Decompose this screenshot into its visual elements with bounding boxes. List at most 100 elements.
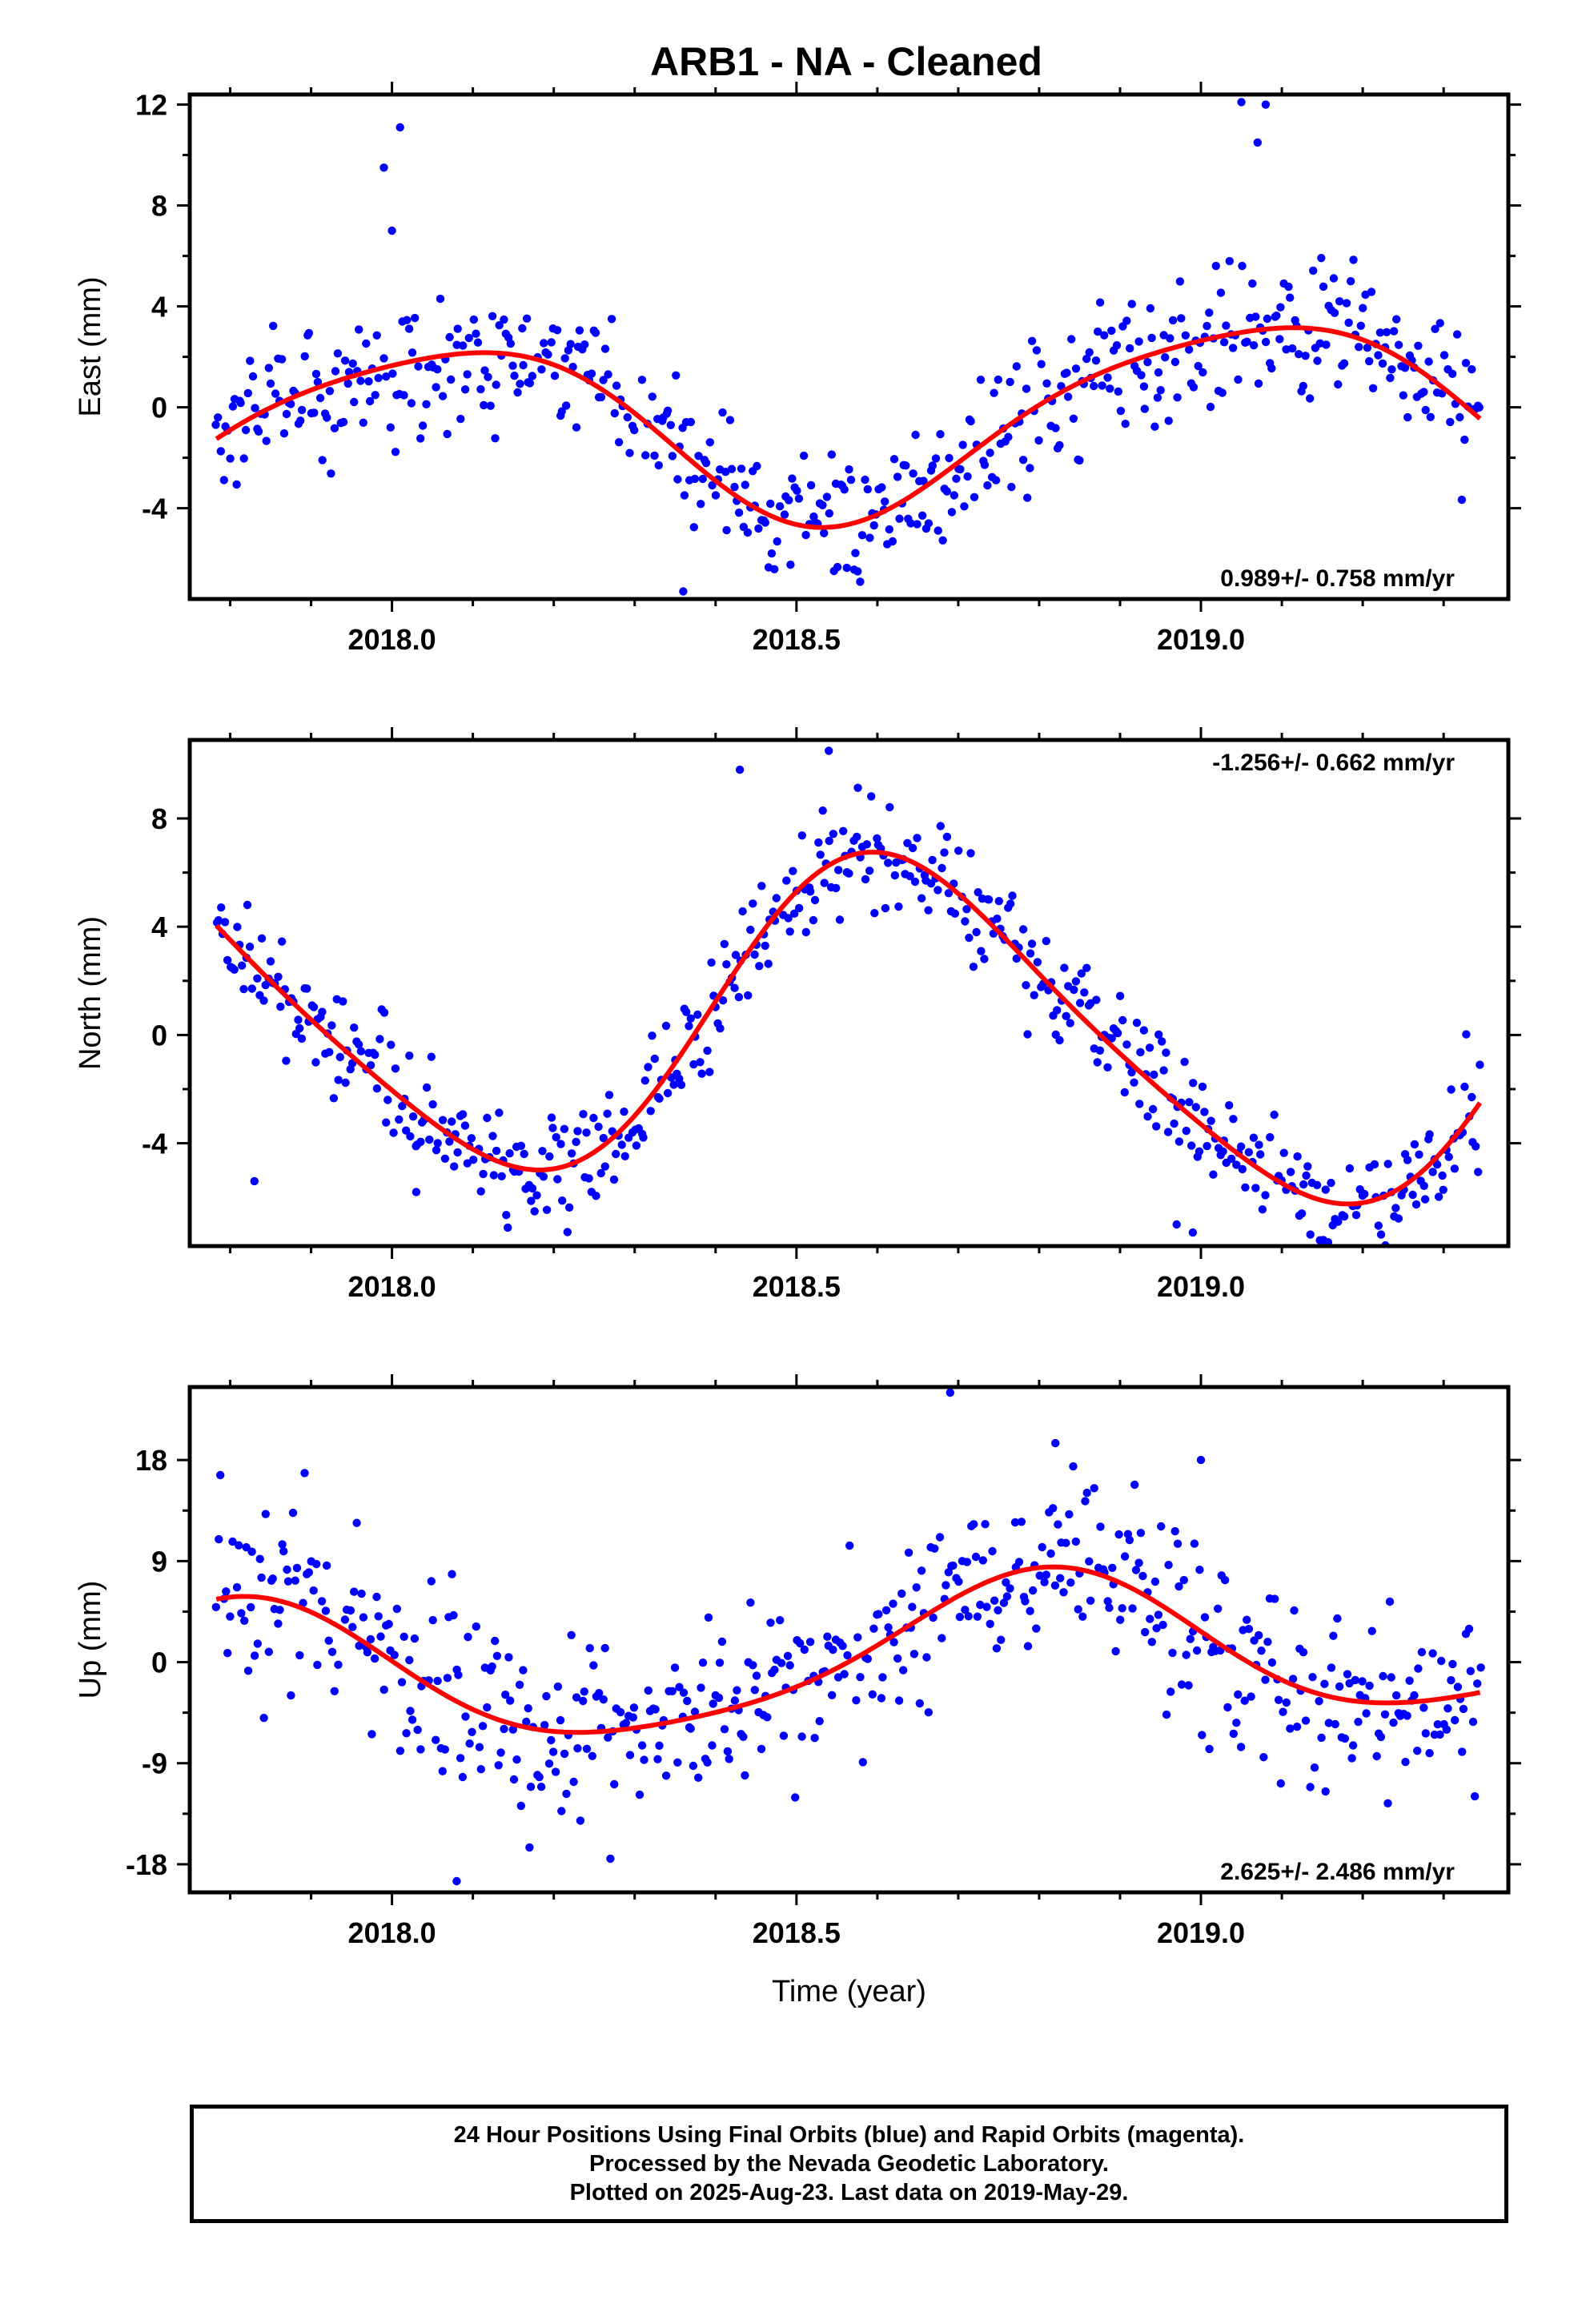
east-point — [942, 487, 952, 496]
north-point — [489, 1171, 498, 1180]
up-point — [295, 1651, 304, 1660]
east-point — [694, 452, 703, 460]
east-point — [845, 465, 853, 474]
up-point — [443, 1674, 452, 1683]
up-point — [1229, 1729, 1239, 1739]
north-point — [1450, 1164, 1460, 1173]
north-point — [558, 1196, 567, 1205]
east-point — [1446, 417, 1455, 427]
up-point — [1138, 1571, 1147, 1581]
north-point — [488, 1132, 497, 1140]
north-point — [1060, 963, 1069, 972]
east-point — [1301, 352, 1310, 360]
north-point — [1303, 1162, 1312, 1171]
north-point — [1434, 1192, 1443, 1201]
up-point — [374, 1612, 383, 1621]
east-point — [1090, 381, 1098, 391]
east-point — [1085, 348, 1094, 357]
up-point — [1414, 1664, 1423, 1673]
north-point — [592, 1192, 600, 1200]
north-point — [382, 1118, 391, 1127]
north-point — [247, 984, 256, 993]
east-point — [863, 485, 873, 494]
north-point — [405, 1051, 414, 1060]
east-point — [785, 496, 793, 505]
up-point — [1014, 1558, 1024, 1566]
east-point — [228, 402, 238, 411]
up-point — [708, 1741, 717, 1750]
up-point — [551, 1767, 560, 1776]
east-point — [1225, 256, 1235, 266]
north-point — [1158, 1037, 1166, 1046]
up-point — [1473, 1679, 1482, 1688]
north-point — [966, 849, 975, 858]
north-point — [1312, 1180, 1322, 1190]
up-point — [690, 1707, 700, 1716]
east-point — [1414, 341, 1423, 350]
up-point — [675, 1683, 684, 1691]
up-point — [709, 1699, 717, 1708]
up-point — [635, 1790, 644, 1799]
up-point — [1453, 1683, 1463, 1691]
up-point — [909, 1650, 919, 1659]
north-point — [1077, 969, 1086, 978]
north-point — [1203, 1141, 1211, 1151]
north-point — [1255, 1140, 1263, 1149]
east-point — [641, 451, 650, 460]
up-point — [917, 1566, 926, 1575]
up-point — [1267, 1658, 1277, 1667]
east-point — [519, 360, 528, 370]
caption-box: 24 Hour Positions Using Final Orbits (bl… — [190, 2105, 1508, 2223]
up-point — [553, 1682, 563, 1691]
east-point — [557, 407, 566, 416]
up-point — [1257, 1647, 1266, 1655]
north-point — [1238, 1164, 1247, 1174]
north-point — [483, 1113, 492, 1123]
up-point — [863, 1655, 873, 1663]
up-point — [785, 1661, 794, 1670]
up-point — [1190, 1539, 1199, 1548]
east-point — [614, 438, 624, 447]
up-point — [355, 1641, 363, 1651]
up-point — [1136, 1529, 1146, 1538]
east-point — [1253, 138, 1263, 147]
east-point — [246, 356, 255, 365]
north-point — [297, 1034, 307, 1043]
north-point — [1022, 981, 1030, 990]
up-point — [828, 1691, 837, 1699]
up-point — [1066, 1578, 1075, 1587]
north-point — [977, 947, 986, 955]
north-point — [596, 1168, 605, 1178]
north-point — [495, 1108, 504, 1117]
up-point — [488, 1662, 496, 1671]
north-point — [718, 996, 728, 1005]
north-point — [928, 855, 937, 865]
up-point — [1310, 1763, 1319, 1772]
east-point — [411, 313, 420, 323]
east-point — [264, 364, 273, 372]
up-point — [1263, 1638, 1272, 1647]
up-point — [372, 1592, 381, 1602]
north-point — [1075, 999, 1085, 1007]
north-point — [467, 1134, 476, 1143]
up-point — [1387, 1673, 1395, 1682]
east-point — [1181, 331, 1191, 340]
north-point — [1154, 1030, 1163, 1039]
up-point — [625, 1751, 635, 1759]
north-ytick-label: -4 — [142, 1128, 167, 1160]
north-point — [731, 951, 741, 959]
north-point — [1408, 1190, 1417, 1200]
north-point — [1172, 1220, 1181, 1229]
north-point — [1143, 1112, 1152, 1121]
up-point — [1157, 1522, 1166, 1531]
east-point — [1243, 337, 1251, 346]
east-point — [1468, 365, 1476, 374]
north-ytick-label: 4 — [151, 911, 167, 943]
up-point — [994, 1606, 1002, 1615]
east-point — [1355, 343, 1363, 352]
north-point — [259, 996, 268, 1005]
up-point — [1389, 1718, 1398, 1727]
up-point — [250, 1651, 259, 1660]
up-point — [610, 1779, 619, 1789]
up-point — [1192, 1646, 1202, 1655]
